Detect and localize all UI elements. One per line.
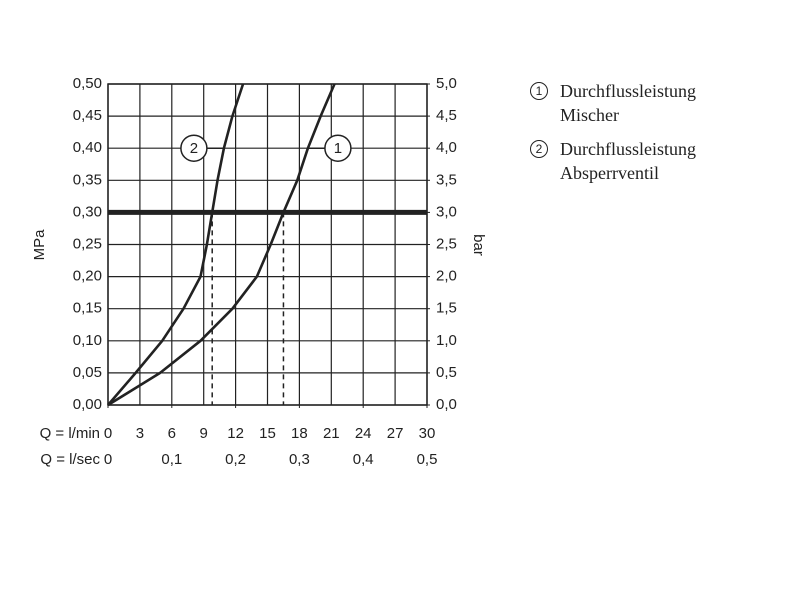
x-tick-label: 3: [136, 425, 144, 442]
x-tick-label: 18: [291, 425, 308, 442]
x-tick-label: 27: [387, 425, 404, 442]
series-line: [107, 83, 245, 406]
x-tick-label: 30: [419, 425, 436, 442]
legend-marker: 1: [530, 82, 548, 100]
y2-tick-label: 3,0: [436, 203, 457, 220]
y2-tick-label: 2,5: [436, 235, 457, 252]
series-marker: 2: [190, 140, 198, 157]
y-tick-label: 0,10: [73, 332, 102, 349]
y2-tick-label: 4,5: [436, 107, 457, 124]
y2-tick-label: 0,0: [436, 396, 457, 413]
x-tick-label: 21: [323, 425, 340, 442]
y2-tick-label: 4,0: [436, 139, 457, 156]
y2-axis-label: bar: [470, 234, 487, 256]
x-tick-label: 15: [259, 425, 276, 442]
x-tick-label: 9: [200, 425, 208, 442]
x-tick-label: 12: [227, 425, 244, 442]
marker-circle: [324, 134, 352, 162]
series-line: [107, 83, 336, 407]
y-tick-label: 0,20: [73, 268, 102, 285]
y-axis-label: MPa: [31, 229, 48, 261]
y2-tick-label: 0,5: [436, 364, 457, 381]
plot-frame: [107, 83, 428, 406]
x2-tick-label: 0,3: [289, 451, 310, 468]
x2-tick-label: 0,4: [353, 451, 374, 468]
legend-item: 2 Durchflussleistung Absperrventil: [530, 137, 705, 185]
y-tick-label: 0,15: [73, 300, 102, 317]
y-tick-label: 0,50: [73, 75, 102, 92]
legend-item: 1 Durchflussleistung Mischer: [530, 79, 705, 127]
y2-tick-label: 1,0: [436, 332, 457, 349]
legend-label: Durchflussleistung Mischer: [560, 81, 696, 125]
x2-tick-label: 0,2: [225, 451, 246, 468]
y-tick-label: 0,35: [73, 171, 102, 188]
legend-label: Durchflussleistung Absperrventil: [560, 139, 696, 183]
x2-tick-label: 0: [104, 451, 112, 468]
y-tick-label: 0,45: [73, 107, 102, 124]
legend-marker: 2: [530, 140, 548, 158]
y2-tick-label: 5,0: [436, 75, 457, 92]
y-tick-label: 0,30: [73, 203, 102, 220]
x-tick-label: 0: [104, 425, 112, 442]
series-marker: 1: [334, 140, 342, 157]
x2-tick-label: 0,5: [417, 451, 438, 468]
y-tick-label: 0,00: [73, 396, 102, 413]
y2-tick-label: 3,5: [436, 171, 457, 188]
y-tick-label: 0,25: [73, 235, 102, 252]
x-axis-label: Q = l/min: [40, 425, 100, 442]
y2-tick-label: 2,0: [436, 268, 457, 285]
x-tick-label: 6: [168, 425, 176, 442]
marker-circle: [180, 134, 208, 162]
y-tick-label: 0,05: [73, 364, 102, 381]
x-tick-label: 24: [355, 425, 372, 442]
y-tick-label: 0,40: [73, 139, 102, 156]
x2-axis-label: Q = l/sec: [40, 451, 100, 468]
x2-tick-label: 0,1: [161, 451, 182, 468]
y2-tick-label: 1,5: [436, 300, 457, 317]
